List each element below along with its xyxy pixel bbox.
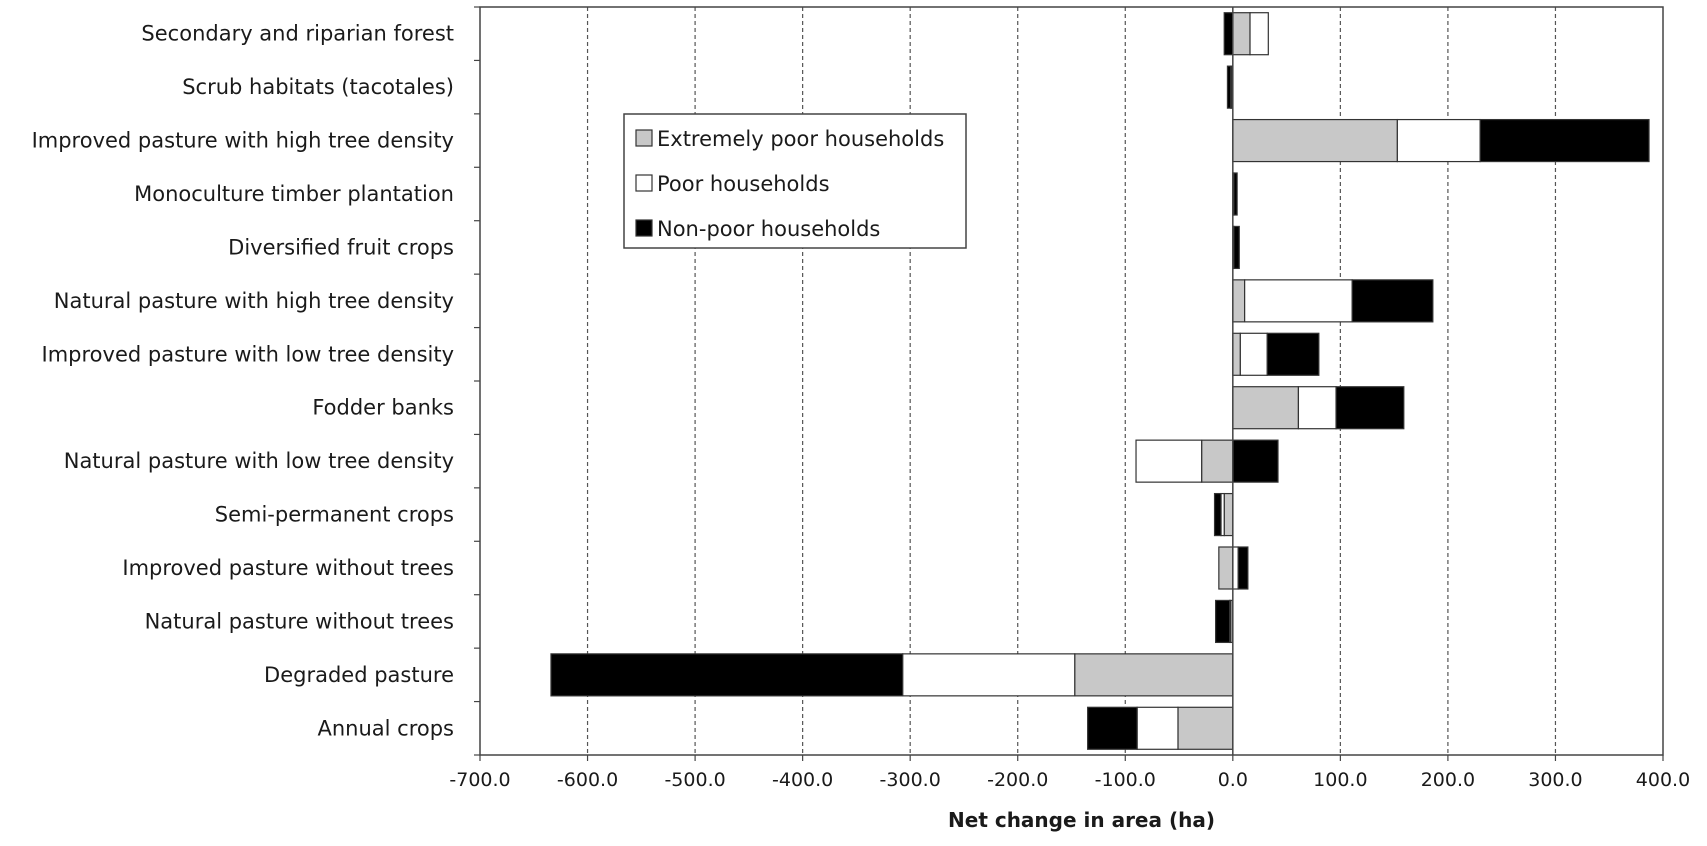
bar-poor-households [1244, 279, 1353, 323]
x-tick-label: -200.0 [987, 769, 1048, 791]
x-tick-label: 0.0 [1218, 769, 1248, 791]
bar-poor-households [1136, 706, 1179, 750]
grid [586, 7, 1557, 755]
legend-box [623, 113, 967, 249]
legend-swatch [635, 129, 653, 147]
bar-non-poor-households [1335, 386, 1405, 430]
bar-non-poor-households [1087, 706, 1138, 750]
legend-label: Non-poor households [657, 217, 880, 241]
category-label: Monoculture timber plantation [134, 182, 454, 206]
legend-label: Extremely poor households [657, 127, 944, 151]
category-label: Natural pasture with low tree density [64, 449, 454, 473]
bar-non-poor-households [1223, 12, 1234, 56]
category-label: Degraded pasture [264, 663, 454, 687]
bar-extremely-poor-households [1218, 546, 1234, 590]
bar-non-poor-households [1237, 546, 1249, 590]
bar-non-poor-households [1226, 65, 1232, 109]
legend-label: Poor households [657, 172, 830, 196]
bars [550, 12, 1650, 750]
category-label: Improved pasture with high tree density [32, 129, 454, 153]
category-label: Fodder banks [312, 396, 454, 420]
bar-non-poor-households [1232, 439, 1279, 483]
category-label: Improved pasture without trees [122, 556, 454, 580]
bar-non-poor-households [1266, 332, 1320, 376]
category-label: Natural pasture without trees [145, 609, 454, 633]
x-tick-label: 100.0 [1313, 769, 1367, 791]
bar-extremely-poor-households [1232, 12, 1251, 56]
bar-non-poor-households [1213, 492, 1222, 537]
category-labels: Secondary and riparian forest Scrub habit… [32, 22, 454, 741]
bar-poor-households [1239, 332, 1268, 376]
category-label: Improved pasture with low tree density [42, 342, 454, 366]
bar-extremely-poor-households [1201, 439, 1234, 483]
x-tick-label: -500.0 [664, 769, 725, 791]
x-tick-label: -400.0 [772, 769, 833, 791]
bar-extremely-poor-households [1232, 332, 1241, 376]
legend-swatch [635, 174, 653, 192]
x-tick-label: 300.0 [1528, 769, 1582, 791]
bar-poor-households [1232, 546, 1239, 590]
bar-non-poor-households [1351, 279, 1434, 323]
legend-swatch [635, 219, 653, 237]
category-label: Scrub habitats (tacotales) [182, 75, 454, 99]
x-tick-label: 200.0 [1421, 769, 1475, 791]
bar-non-poor-households [1233, 225, 1240, 270]
x-tick-label: -100.0 [1095, 769, 1156, 791]
bar-poor-households [902, 653, 1076, 697]
bar-non-poor-households [1233, 172, 1238, 216]
bar-poor-households [1396, 118, 1481, 163]
bar-extremely-poor-households [1074, 653, 1234, 697]
bar-poor-households [1135, 439, 1203, 483]
bar-extremely-poor-households [1232, 279, 1246, 323]
legend: Extremely poor households Poor households… [623, 113, 967, 249]
x-tick-label: -300.0 [880, 769, 941, 791]
bar-extremely-poor-households [1223, 492, 1234, 537]
x-tick-label: -700.0 [449, 769, 510, 791]
bar-extremely-poor-households [1232, 386, 1300, 430]
category-label: Natural pasture with high tree density [54, 289, 454, 313]
bar-extremely-poor-households [1177, 706, 1234, 750]
bar-non-poor-households [1479, 118, 1650, 163]
category-label: Semi-permanent crops [215, 503, 454, 527]
x-tick-label: -600.0 [557, 769, 618, 791]
axes: -700.0 -600.0 -500.0 -400.0 -300.0 -200.0 -100… [449, 6, 1690, 791]
x-axis-title: Net change in area (ha) [948, 808, 1215, 832]
category-label: Secondary and riparian forest [141, 22, 454, 46]
bar-extremely-poor-households [1232, 118, 1398, 163]
x-tick-label: 400.0 [1636, 769, 1690, 791]
bar-non-poor-households [1215, 599, 1231, 644]
bar-non-poor-households [550, 653, 904, 697]
category-label: Annual crops [317, 716, 454, 740]
category-label: Diversified fruit crops [228, 235, 454, 259]
bar-poor-households [1249, 12, 1269, 56]
bar-poor-households [1297, 386, 1337, 430]
